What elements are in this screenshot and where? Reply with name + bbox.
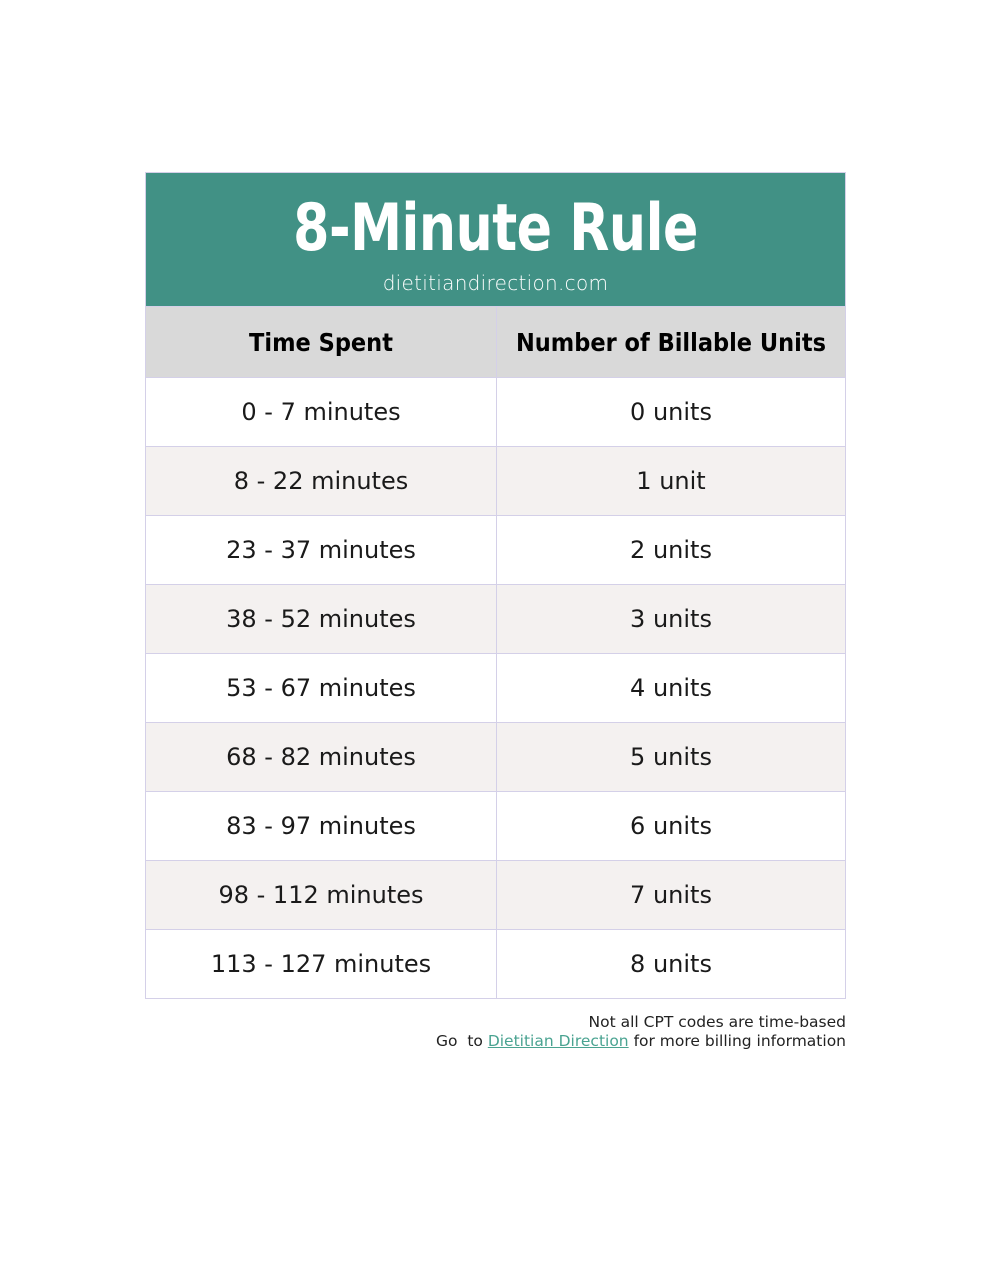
footer-line-1: Not all CPT codes are time-based [588,1013,846,1031]
footer-prefix: Go to [435,1032,488,1050]
column-header-time: Time Spent [249,327,393,357]
time-cell: 68 - 82 minutes [226,743,416,771]
units-cell: 4 units [496,654,845,722]
time-cell: 113 - 127 minutes [210,950,432,978]
time-cell: 98 - 112 minutes [218,881,424,909]
units-cell: 3 units [496,585,845,653]
title-banner: 8-Minute Rule dietitiandirection.com [146,173,845,306]
units-cell: 5 units [496,723,845,791]
units-cell: 7 units [496,861,845,929]
page-title: 8-Minute Rule [293,189,698,266]
dietitian-direction-link[interactable]: Dietitian Direction [487,1032,629,1050]
eight-minute-rule-table: 8-Minute Rule dietitiandirection.com Tim… [145,172,846,999]
units-cell: 2 units [496,516,845,584]
footer-suffix: for more billing information [628,1032,846,1050]
time-cell: 23 - 37 minutes [226,536,416,564]
time-cell: 53 - 67 minutes [226,674,416,702]
table-row: 83 - 97 minutes 6 units [146,791,845,860]
units-cell: 0 units [496,378,845,446]
table-row: 23 - 37 minutes 2 units [146,515,845,584]
time-cell: 8 - 22 minutes [233,467,409,495]
site-name: dietitiandirection.com [382,271,609,295]
table-row: 68 - 82 minutes 5 units [146,722,845,791]
time-cell: 0 - 7 minutes [241,398,401,426]
units-cell: 1 unit [496,447,845,515]
table-header-row: Time Spent Number of Billable Units [146,306,845,377]
column-header-units: Number of Billable Units [496,307,845,377]
table-row: 38 - 52 minutes 3 units [146,584,845,653]
table-row: 0 - 7 minutes 0 units [146,377,845,446]
footer-line-2: Go to Dietitian Direction for more billi… [436,1032,846,1051]
footer-note: Not all CPT codes are time-based Go to D… [436,1013,846,1051]
table-row: 53 - 67 minutes 4 units [146,653,845,722]
table-row: 113 - 127 minutes 8 units [146,929,845,998]
time-cell: 83 - 97 minutes [226,812,416,840]
table-row: 8 - 22 minutes 1 unit [146,446,845,515]
time-cell: 38 - 52 minutes [226,605,416,633]
units-cell: 6 units [496,792,845,860]
units-cell: 8 units [496,930,845,998]
table-row: 98 - 112 minutes 7 units [146,860,845,929]
